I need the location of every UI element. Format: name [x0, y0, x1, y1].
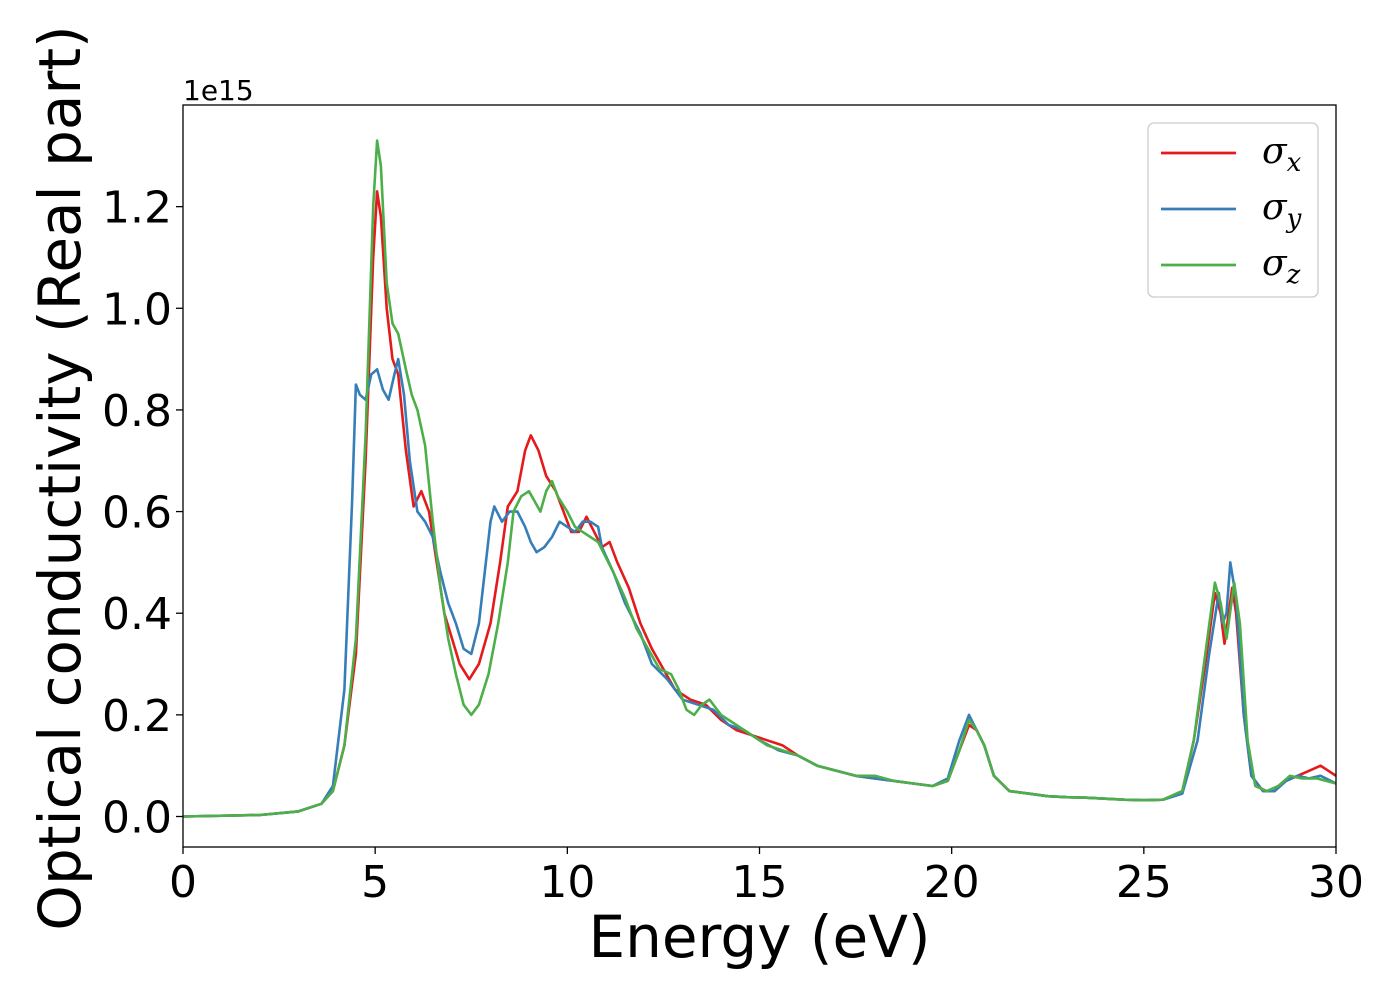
x-axis: 0 5 10 15 20 25 30: [169, 847, 1364, 908]
x-tick-label: 15: [732, 857, 788, 908]
y-axis: 0.0 0.2 0.4 0.6 0.8 1.0 1.2: [102, 183, 183, 844]
x-tick-label: 0: [169, 857, 197, 908]
y-tick-label: 1.0: [102, 284, 172, 335]
y-tick-label: 0.2: [102, 691, 172, 742]
y-tick-label: 0.6: [102, 488, 172, 539]
legend: σx σy σz: [1147, 122, 1319, 298]
x-tick-label: 30: [1308, 857, 1364, 908]
y-tick-label: 1.2: [102, 183, 172, 234]
x-axis-title: Energy (eV): [588, 903, 930, 971]
x-tick-label: 5: [361, 857, 389, 908]
series-line-y: [183, 357, 1336, 818]
y-tick-label: 0.0: [102, 793, 172, 844]
y-tick-label: 0.4: [102, 589, 172, 640]
y-axis-title: Optical conductivity (Real part): [26, 25, 94, 930]
x-tick-label: 20: [924, 857, 980, 908]
y-tick-label: 0.8: [102, 386, 172, 437]
series-line-z: [183, 139, 1336, 818]
x-tick-label: 10: [539, 857, 595, 908]
legend-label-x: σx: [1262, 131, 1302, 178]
legend-label-y: σy: [1262, 187, 1302, 234]
series-layer: [183, 139, 1336, 818]
x-tick-label: 25: [1116, 857, 1172, 908]
legend-label-z: σz: [1262, 243, 1301, 290]
y-offset-label: 1e15: [183, 74, 254, 107]
